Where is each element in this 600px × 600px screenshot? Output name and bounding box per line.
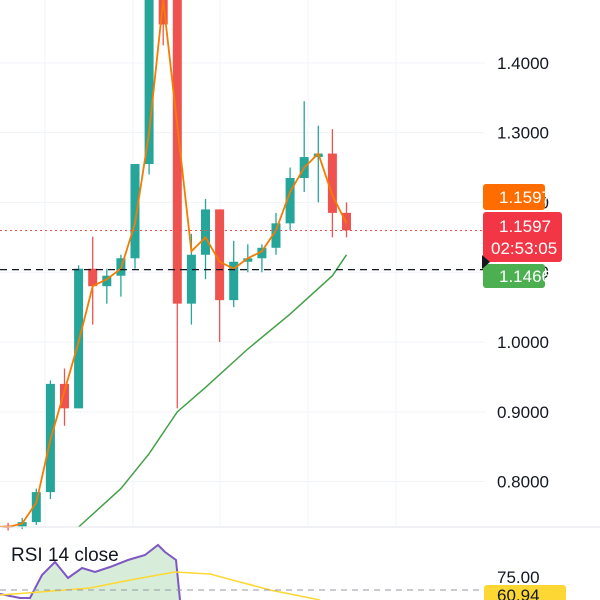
- candle-down: [88, 268, 98, 287]
- rsi-value-tag-bg: [484, 585, 566, 600]
- orange-price-tag: 1.1597: [483, 184, 551, 210]
- dashed-level-marker-icon: [482, 255, 490, 269]
- rsi-overbought-fill: [30, 545, 180, 600]
- candle-up: [229, 261, 239, 301]
- rsi-level-label: 75.00: [497, 568, 540, 587]
- candle-down: [60, 383, 69, 409]
- candle-up: [257, 247, 267, 259]
- green-tag-bg: [483, 264, 545, 288]
- rsi-pane: RSI 14 close 75.00 60.94: [0, 543, 566, 600]
- green-tag-text: 1.1466: [499, 267, 551, 286]
- rsi-title: RSI 14 close: [11, 545, 119, 566]
- candle-down: [327, 153, 337, 213]
- fast-ma-line: [0, 0, 348, 528]
- candle-down: [158, 0, 168, 25]
- current-price-tag-bg: [483, 212, 562, 262]
- candle-up: [144, 0, 154, 165]
- orange-tag-text: 1.1597: [499, 188, 551, 207]
- countdown-text: 02:53:05: [491, 239, 557, 258]
- candle-up: [102, 275, 112, 287]
- price-tick-label: 1.3000: [497, 124, 549, 143]
- candle-up: [271, 223, 281, 248]
- current-price-tag: 1.1597 02:53:05: [483, 212, 562, 262]
- candle-up: [130, 164, 140, 259]
- fast-moving-average: [0, 0, 348, 528]
- candle-up: [285, 177, 295, 224]
- orange-tag-bg: [483, 184, 545, 210]
- rsi-value-label: 60.94: [497, 586, 540, 600]
- candle-down: [172, 0, 182, 304]
- green-price-tag: 1.1466: [483, 264, 551, 288]
- current-price-text: 1.1597: [499, 217, 551, 236]
- slow-ma-line: [78, 254, 348, 528]
- price-tick-label: 1.4000: [497, 54, 549, 73]
- slow-moving-average: [78, 254, 348, 528]
- candle-up: [186, 254, 196, 304]
- candle-up: [243, 258, 253, 262]
- candle-up: [31, 492, 41, 523]
- rsi-ma-line: [0, 571, 321, 600]
- candle-down: [215, 209, 225, 301]
- candle-up: [201, 209, 210, 255]
- price-tick-label: 1.0000: [497, 333, 549, 352]
- price-levels: [0, 230, 485, 271]
- price-tick-label: 0.8000: [497, 473, 549, 492]
- price-tick-label: 0.9000: [497, 403, 549, 422]
